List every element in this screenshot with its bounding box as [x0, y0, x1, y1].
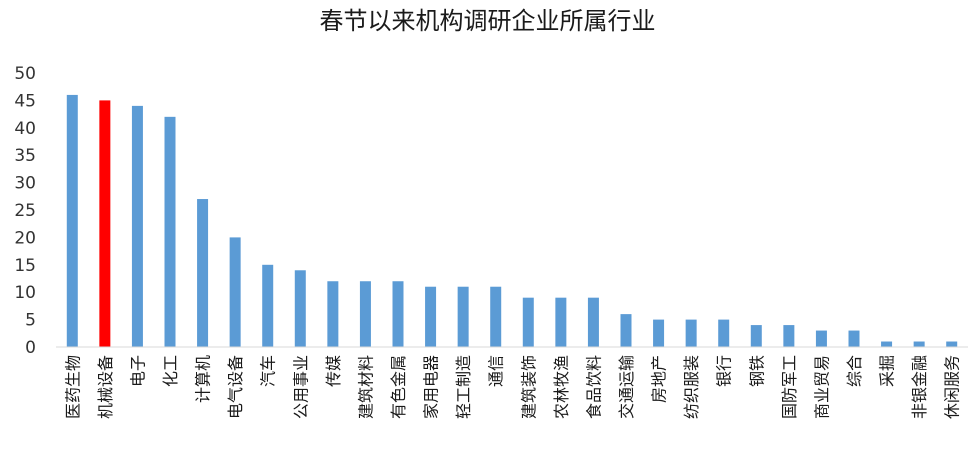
bar	[653, 319, 665, 347]
x-tick-label: 建筑装饰	[519, 355, 538, 419]
bar	[229, 237, 241, 347]
x-tick-label: 交通运输	[617, 355, 636, 419]
bar	[197, 199, 209, 347]
bar	[392, 281, 404, 347]
bar	[164, 116, 176, 347]
bar	[718, 319, 730, 347]
x-tick-label: 公用事业	[291, 355, 310, 419]
x-tick-label: 家用电器	[422, 355, 441, 419]
y-tick-label: 25	[14, 201, 36, 221]
y-tick-label: 40	[14, 119, 36, 139]
y-axis: 0 5 10 15 20 25 30 35 40 45 50	[14, 64, 36, 358]
chart-title: 春节以来机构调研企业所属行业	[319, 7, 656, 35]
bar	[620, 314, 632, 347]
y-tick-label: 0	[25, 338, 36, 358]
bar	[946, 341, 958, 347]
x-tick-label: 传媒	[324, 355, 343, 387]
x-tick-label: 国防军工	[780, 355, 799, 419]
x-tick-label: 非银金融	[910, 355, 929, 419]
y-tick-label: 45	[14, 91, 36, 111]
y-tick-label: 35	[14, 146, 36, 166]
x-tick-label: 建筑材料	[356, 355, 375, 419]
bar	[327, 281, 339, 347]
y-tick-label: 30	[14, 174, 36, 194]
x-tick-label: 机械设备	[96, 355, 115, 419]
x-tick-label: 通信	[487, 355, 506, 387]
x-tick-label: 钢铁	[747, 355, 766, 387]
y-tick-label: 5	[25, 311, 36, 331]
x-tick-label: 化工	[161, 355, 180, 387]
bar	[555, 297, 567, 347]
x-tick-label: 银行	[715, 355, 734, 387]
bar	[425, 286, 437, 347]
bar	[457, 286, 469, 347]
bar	[66, 94, 78, 347]
y-tick-label: 15	[14, 256, 36, 276]
y-tick-label: 50	[14, 64, 36, 84]
bar	[131, 105, 143, 347]
x-tick-label: 电子	[128, 355, 147, 387]
bar	[262, 264, 274, 347]
bar	[490, 286, 502, 347]
y-tick-label: 10	[14, 283, 36, 303]
x-tick-label: 计算机	[194, 355, 213, 403]
x-tick-label: 电气设备	[226, 355, 245, 419]
bar	[99, 100, 111, 348]
bar	[815, 330, 827, 347]
bar	[587, 297, 599, 347]
y-tick-label: 20	[14, 228, 36, 248]
x-tick-label: 房地产	[650, 355, 669, 403]
bar	[294, 270, 306, 347]
bar	[685, 319, 697, 347]
x-tick-label: 纺织服装	[682, 355, 701, 419]
x-tick-label: 轻工制造	[454, 355, 473, 419]
x-tick-label: 综合	[845, 355, 864, 387]
bar	[848, 330, 860, 347]
bar	[881, 341, 893, 347]
bar	[913, 341, 925, 347]
bar	[359, 281, 371, 347]
x-axis: 医药生物 机械设备 电子 化工 计算机 电气设备 汽车 公用事业 传媒 建筑材料 有色金属 家用电器轻…	[63, 355, 961, 419]
bars	[66, 94, 958, 348]
x-tick-label: 农林牧渔	[552, 355, 571, 419]
x-tick-label: 汽车	[259, 355, 278, 387]
x-tick-label: 有色金属	[389, 355, 408, 419]
bar	[522, 297, 534, 347]
x-tick-label: 采掘	[878, 355, 897, 387]
x-tick-label: 医药生物	[63, 355, 82, 419]
x-tick-label: 商业贸易	[812, 355, 831, 419]
x-tick-label: 食品饮料	[584, 355, 603, 419]
x-tick-label: 休闲服务	[943, 355, 962, 419]
bar	[750, 325, 762, 347]
bar	[783, 325, 795, 347]
